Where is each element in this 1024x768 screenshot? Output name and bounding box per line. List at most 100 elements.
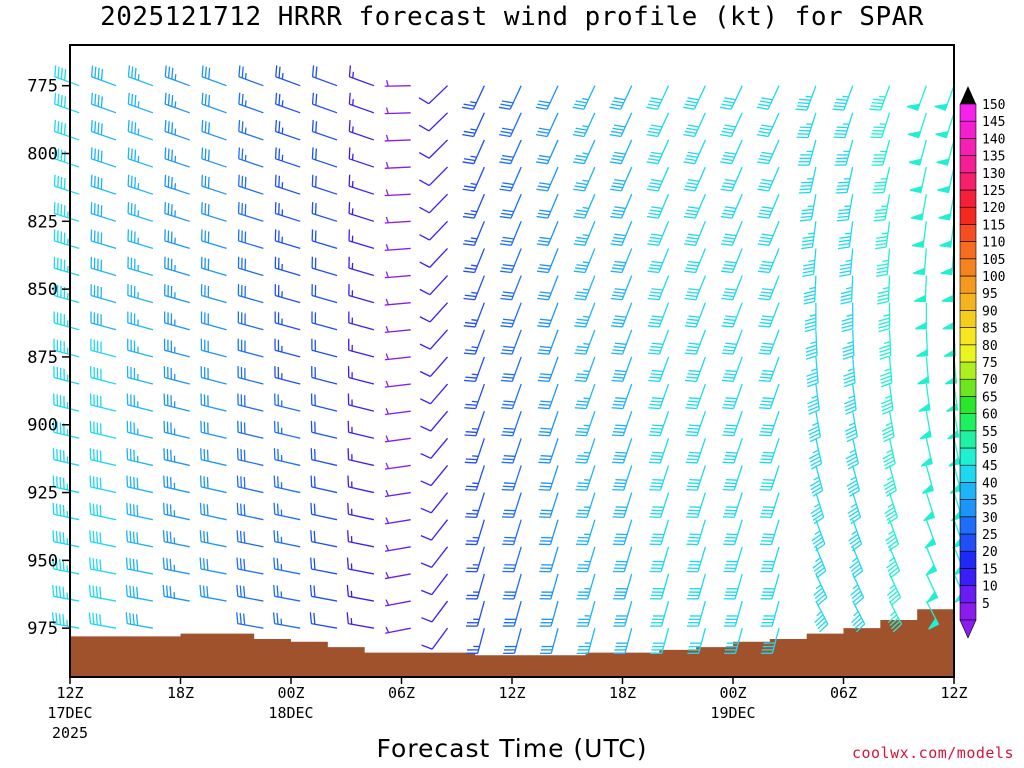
wind-barb <box>683 85 706 110</box>
barb-staff <box>164 240 190 250</box>
wind-barb <box>384 298 411 306</box>
barb-full <box>809 432 821 439</box>
barb-full <box>684 297 696 301</box>
barb-staff <box>767 112 780 137</box>
barb-staff <box>128 130 154 141</box>
wind-barb <box>200 256 227 277</box>
barb-staff <box>731 166 743 192</box>
barb-full <box>313 503 316 516</box>
barb-full <box>835 191 848 194</box>
barb-staff <box>769 410 780 436</box>
barb-full <box>875 242 887 246</box>
barb-full <box>724 97 736 101</box>
wind-barb <box>274 366 301 385</box>
wind-barb <box>941 275 955 303</box>
barb-staff <box>348 431 375 439</box>
barb-full <box>613 291 625 294</box>
barb-full <box>648 294 661 298</box>
barb-full <box>574 212 587 216</box>
wind-barb <box>384 271 411 279</box>
barb-staff <box>852 356 856 383</box>
barb-half <box>385 572 390 579</box>
barb-full <box>577 482 590 485</box>
barb-full <box>419 288 431 296</box>
wind-barb <box>912 248 928 276</box>
barb-staff <box>547 193 559 219</box>
colorbar-top-arrow <box>960 86 976 104</box>
barb-half <box>812 422 819 427</box>
barb-full <box>164 120 167 132</box>
wind-barb <box>274 393 301 412</box>
barb-full <box>651 342 664 345</box>
barb-full <box>804 317 817 322</box>
wind-barb <box>536 166 559 192</box>
barb-full <box>651 369 664 373</box>
barb-staff <box>237 431 264 439</box>
barb-full <box>879 371 892 377</box>
credit-link[interactable]: coolwx.com/models <box>851 744 1014 762</box>
barb-full <box>814 590 825 600</box>
barb-full <box>134 95 137 107</box>
barb-staff <box>769 356 780 382</box>
barb-full <box>169 586 172 598</box>
barb-full <box>574 352 586 355</box>
barb-full <box>239 530 242 543</box>
wind-barb <box>612 465 633 491</box>
barb-full <box>207 149 210 162</box>
barb-staff <box>164 376 190 385</box>
barb-full <box>238 147 241 159</box>
barb-full <box>421 644 433 650</box>
barb-full <box>60 67 63 80</box>
barb-full <box>610 325 623 328</box>
barb-full <box>420 589 433 596</box>
barb-half <box>890 611 896 617</box>
wind-barb <box>53 311 80 331</box>
barb-staff <box>698 628 707 654</box>
colorbar-label: 75 <box>982 356 998 371</box>
barb-full <box>315 93 318 106</box>
barb-full <box>837 246 850 250</box>
barb-full <box>94 93 97 106</box>
barb-staff <box>657 166 670 192</box>
barb-full <box>125 584 128 597</box>
barb-half <box>385 599 390 606</box>
barb-staff <box>694 112 706 137</box>
barb-full <box>100 96 103 108</box>
barb-full <box>684 158 697 162</box>
barb-full <box>851 614 861 624</box>
barb-full <box>62 505 65 517</box>
barb-full <box>613 373 626 376</box>
barb-full <box>348 120 351 132</box>
wind-barb <box>418 85 448 105</box>
barb-full <box>278 175 281 188</box>
barb-staff <box>428 166 449 186</box>
barb-full <box>575 321 587 325</box>
barb-staff <box>697 519 706 545</box>
barb-full <box>687 178 700 182</box>
wind-barb <box>52 448 80 467</box>
wind-barb <box>199 584 227 602</box>
barb-full <box>803 263 815 267</box>
barb-full <box>501 461 513 464</box>
barb-staff <box>473 166 485 192</box>
barb-full <box>63 123 66 135</box>
barb-full <box>347 530 350 542</box>
barb-full <box>348 65 352 77</box>
barb-full <box>872 98 885 101</box>
barb-full <box>881 425 893 432</box>
wind-barb <box>310 475 338 494</box>
barb-full <box>500 325 512 328</box>
wind-barb <box>273 557 301 575</box>
barb-staff <box>348 486 375 494</box>
barb-full <box>53 147 56 159</box>
barb-full <box>760 318 773 322</box>
wind-barb <box>721 248 743 274</box>
wind-barb <box>126 502 154 521</box>
barb-full <box>846 436 858 443</box>
barb-full <box>464 212 476 216</box>
barb-full <box>839 270 851 274</box>
barb-full <box>845 409 857 415</box>
barb-staff <box>473 221 485 246</box>
barb-full <box>801 181 813 184</box>
barb-staff <box>585 356 596 382</box>
